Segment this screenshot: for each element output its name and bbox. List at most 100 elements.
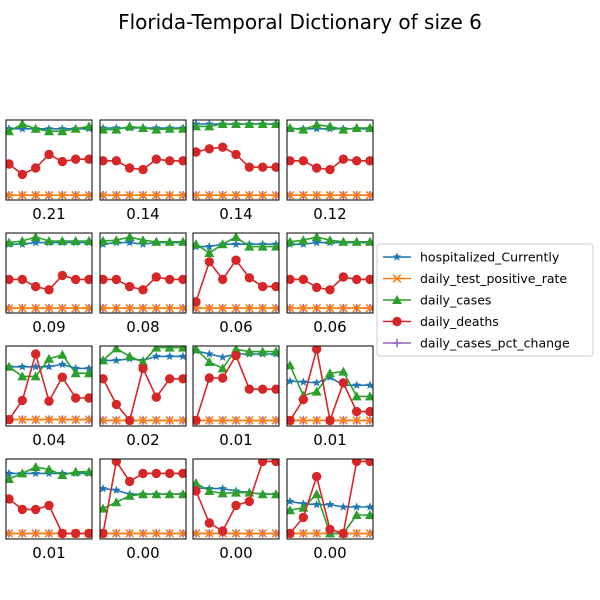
series-daily_cases: [6, 349, 92, 381]
data-point: [325, 121, 335, 131]
data-point: [351, 391, 362, 401]
legend-marker: [392, 338, 402, 348]
series-daily_test_positive_rate: [6, 190, 92, 200]
data-point: [312, 500, 322, 509]
data-point: [124, 351, 135, 361]
series-daily_cases: [193, 233, 279, 257]
data-point: [312, 378, 322, 387]
data-point: [111, 346, 122, 353]
subplot-label: 0.21: [32, 205, 65, 223]
data-point: [70, 123, 81, 133]
data-point: [6, 468, 14, 478]
data-point: [193, 346, 201, 354]
series-daily_deaths: [100, 459, 186, 539]
data-point: [84, 274, 92, 285]
data-point: [338, 272, 349, 282]
data-point: [151, 272, 162, 282]
data-point: [111, 497, 122, 507]
data-point: [257, 459, 268, 467]
data-point: [71, 363, 81, 373]
data-point: [100, 236, 108, 245]
data-point: [124, 476, 135, 487]
data-point: [31, 529, 41, 538]
data-point: [231, 120, 241, 128]
data-point: [218, 416, 228, 425]
data-point: [217, 120, 228, 128]
data-point: [44, 415, 54, 424]
series-daily_deaths: [100, 272, 186, 295]
data-point: [287, 376, 295, 385]
data-point: [71, 190, 81, 200]
data-point: [257, 384, 268, 394]
data-point: [204, 349, 214, 358]
data-point: [31, 303, 41, 313]
data-point: [298, 394, 309, 405]
series-daily_deaths: [193, 459, 279, 536]
data-point: [70, 466, 81, 476]
data-point: [151, 346, 162, 352]
data-point: [204, 357, 215, 366]
data-point: [257, 120, 268, 128]
data-point: [30, 349, 41, 359]
subplot-lines: [6, 349, 92, 425]
data-point: [57, 528, 68, 539]
data-point: [325, 190, 335, 200]
subplot-lines: [100, 459, 186, 539]
data-point: [17, 236, 28, 245]
data-point: [124, 121, 135, 131]
series-daily_deaths: [287, 346, 373, 426]
legend-label: daily_test_positive_rate: [420, 271, 567, 286]
data-point: [352, 380, 362, 389]
data-point: [30, 163, 41, 173]
subplot-lines: [193, 459, 279, 538]
data-point: [164, 468, 175, 479]
data-point: [287, 505, 295, 515]
subplot-16: 0.00: [286, 458, 374, 562]
data-point: [204, 518, 215, 528]
data-point: [125, 190, 135, 200]
data-point: [325, 235, 335, 245]
subplot-9: 0.04: [5, 345, 93, 449]
data-point: [111, 190, 121, 200]
data-point: [244, 346, 255, 356]
subplot-lines: [100, 233, 186, 313]
data-point: [257, 281, 268, 292]
data-point: [257, 489, 268, 499]
data-point: [124, 233, 135, 241]
subplot-frame: [99, 345, 187, 427]
legend-entry: hospitalized_Currently: [383, 250, 560, 265]
data-point: [311, 471, 322, 482]
data-point: [70, 236, 81, 245]
data-point: [30, 123, 41, 133]
data-point: [151, 351, 161, 361]
data-point: [31, 362, 41, 371]
legend-marker: [392, 316, 402, 327]
data-point: [138, 363, 148, 374]
data-point: [311, 386, 322, 396]
data-point: [311, 120, 322, 129]
data-point: [244, 190, 254, 200]
subplot-frame: [286, 458, 374, 540]
data-point: [338, 303, 348, 313]
data-point: [217, 488, 228, 498]
data-point: [70, 393, 81, 403]
data-point: [6, 474, 14, 483]
subplot-7: 0.06: [192, 232, 280, 336]
data-point: [204, 190, 214, 200]
data-point: [44, 303, 54, 313]
data-point: [217, 526, 228, 536]
data-point: [124, 163, 135, 173]
data-point: [70, 154, 81, 164]
data-point: [298, 303, 308, 313]
subplot-background: [100, 233, 186, 313]
data-point: [298, 416, 308, 425]
data-point: [352, 416, 362, 425]
subplot-lines: [6, 233, 92, 313]
data-point: [151, 303, 161, 313]
data-point: [164, 123, 175, 133]
data-point: [124, 281, 135, 292]
subplot-lines: [100, 346, 186, 426]
subplot-background: [193, 459, 279, 539]
series-daily_cases: [287, 120, 373, 134]
data-point: [287, 496, 295, 506]
